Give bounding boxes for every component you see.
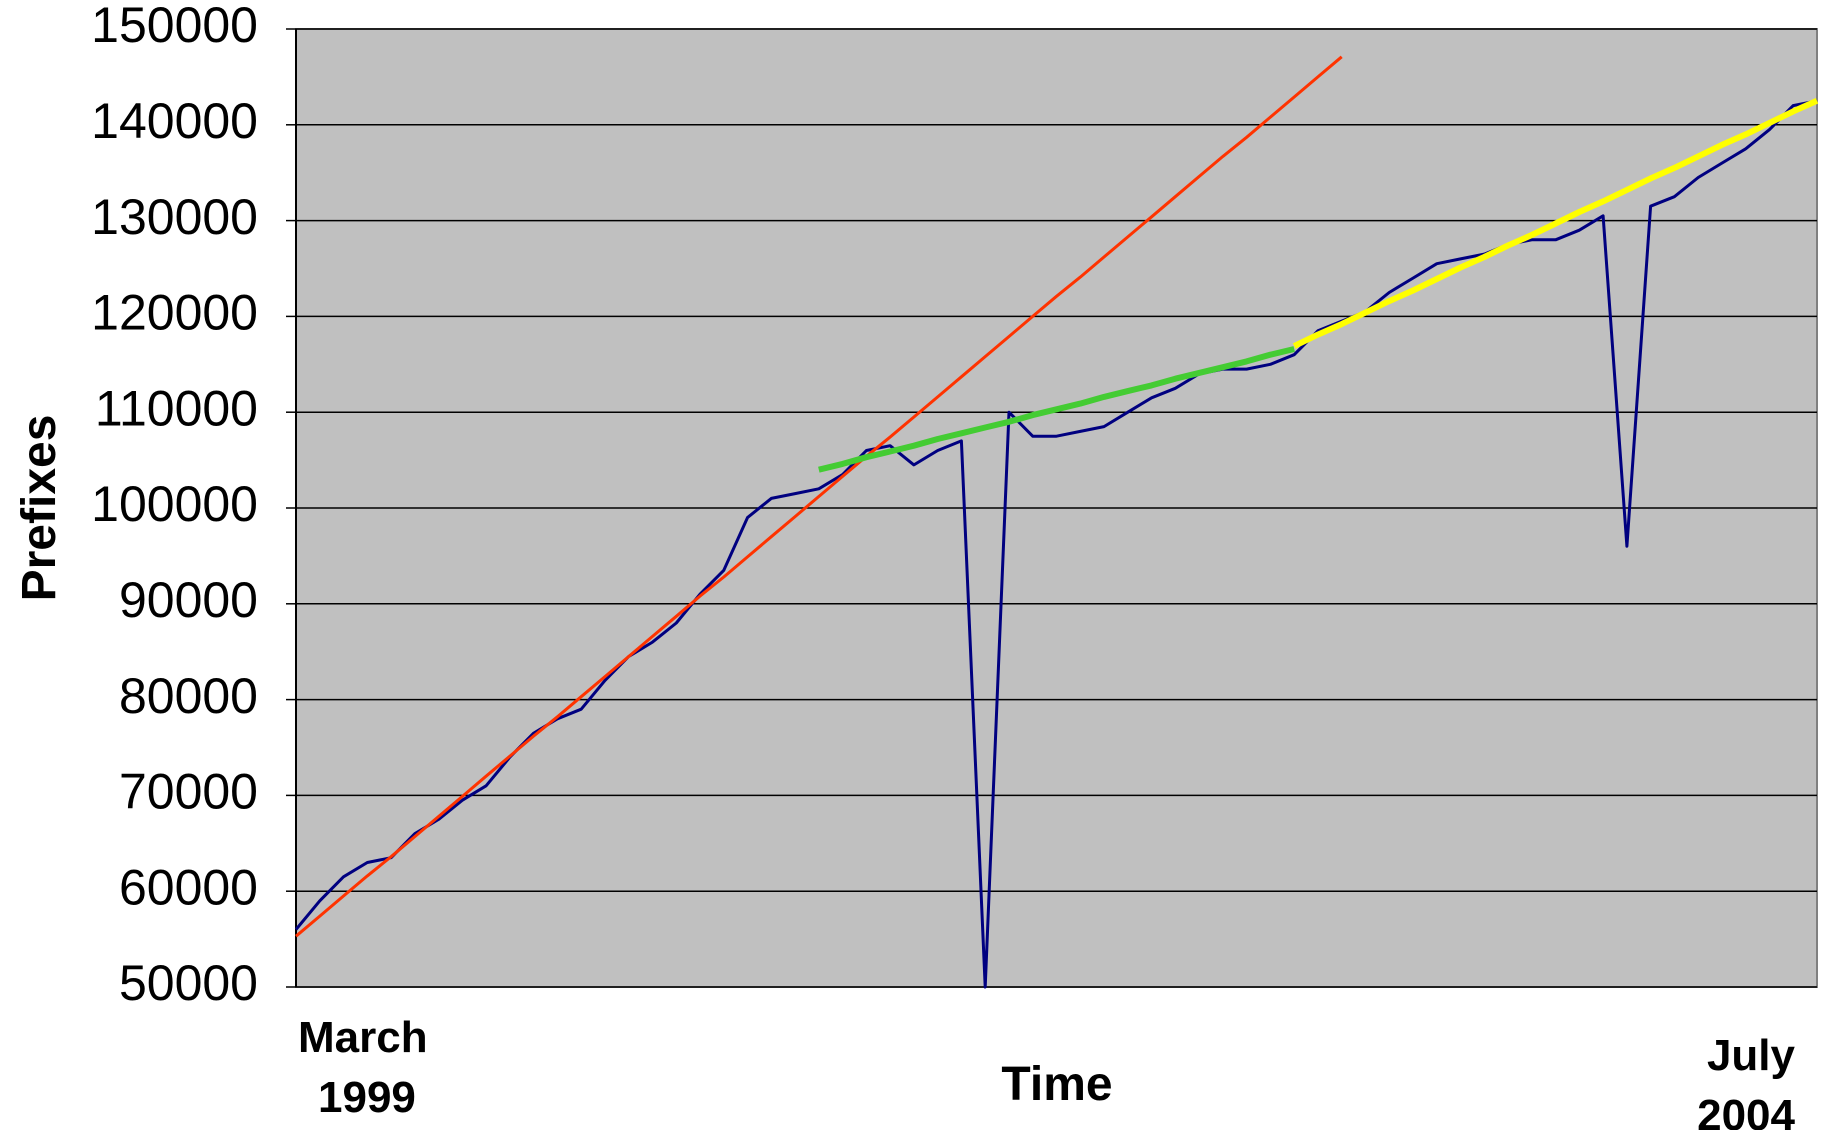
y-tick-label: 120000 [91, 285, 258, 341]
y-tick-label: 140000 [91, 93, 258, 149]
x-axis-title: Time [1001, 1058, 1112, 1111]
y-tick-label: 150000 [91, 0, 258, 53]
series-line [1292, 98, 1819, 349]
y-tick-label: 70000 [119, 764, 258, 820]
x-tick-label-line: July [1707, 1031, 1796, 1080]
y-tick-label: 80000 [119, 668, 258, 724]
x-tick-label: July 2004 [1697, 1031, 1795, 1130]
y-tick-label: 50000 [119, 955, 258, 1011]
y-tick-label: 130000 [91, 189, 258, 245]
x-tick-label: March 1999 [298, 1013, 428, 1122]
y-tick-label: 110000 [95, 380, 258, 436]
x-tick-label-line: 2004 [1697, 1091, 1795, 1130]
y-tick-label: 100000 [91, 476, 258, 532]
series-line [818, 346, 1295, 473]
y-tick-label: 90000 [119, 572, 258, 628]
y-tick-label: 60000 [119, 859, 258, 915]
y-axis-title: Prefixes [13, 415, 66, 602]
series-line [295, 55, 1343, 938]
x-tick-label-line: March [298, 1013, 428, 1062]
x-tick-label-line: 1999 [318, 1073, 416, 1122]
